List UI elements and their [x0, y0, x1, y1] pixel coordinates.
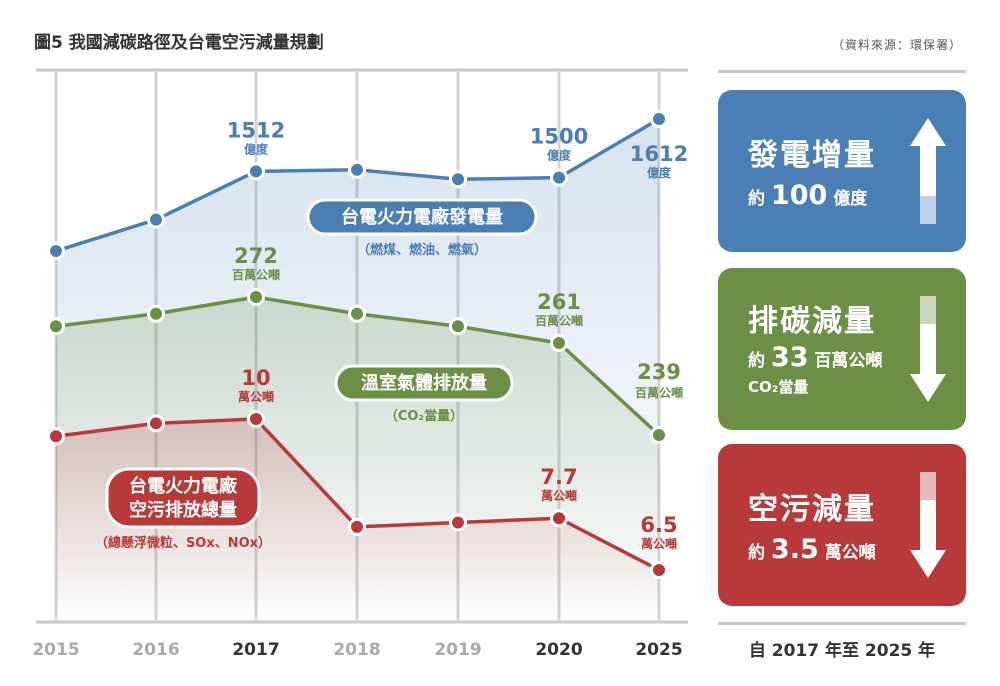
- ghg-unit-label: 百萬公噸: [635, 385, 683, 400]
- power-increase-card: 發電增量 約 100 億度: [718, 90, 966, 252]
- ghg-series-name: 溫室氣體排放量: [361, 372, 487, 394]
- power-value-label: 1512: [227, 118, 285, 142]
- carbon-card-extra: CO₂當量: [748, 378, 809, 396]
- pollution-value-label: 7.7: [540, 465, 577, 489]
- ghg-point: [650, 426, 668, 444]
- right-bottom-rule: [718, 622, 966, 625]
- ghg-point: [147, 304, 165, 323]
- pollution-series-note: （總懸浮微粒、SOx、NOx）: [95, 535, 271, 551]
- pollution-point: [147, 414, 165, 433]
- power-card-amount: 約 100 億度: [748, 180, 867, 211]
- power-series-name: 台電火力電廠發電量: [341, 206, 503, 228]
- period-footer: 自 2017 年至 2025 年: [748, 641, 936, 661]
- carbon-reduction-card: 排碳減量 約 33 百萬公噸 CO₂當量: [718, 268, 966, 430]
- pollution-series-pill: [105, 467, 261, 529]
- x-tick-label: 2018: [333, 640, 380, 660]
- pollution-value-label: 10: [241, 366, 270, 390]
- x-tick-label: 2017: [232, 640, 279, 660]
- power-point: [47, 242, 65, 260]
- power-point: [449, 170, 467, 189]
- chart-title: 圖5 我國減碳路徑及台電空污減量規劃: [34, 33, 324, 53]
- x-tick-label: 2015: [32, 640, 79, 660]
- ghg-value-label: 272: [234, 244, 278, 268]
- ghg-value-label: 239: [637, 360, 681, 384]
- power-point: [147, 210, 165, 229]
- carbon-card-value: 33: [770, 342, 809, 373]
- pollution-point: [449, 513, 467, 532]
- x-tick-label: 2016: [132, 640, 179, 660]
- ghg-point: [47, 317, 65, 336]
- power-point: [650, 110, 668, 128]
- pollution-reduction-card: 空污減量 約 3.5 萬公噸: [718, 444, 966, 606]
- power-point: [550, 168, 568, 187]
- power-unit-label: 億度: [547, 148, 572, 163]
- x-tick-label: 2025: [635, 640, 682, 660]
- carbon-card-heading: 排碳減量: [748, 304, 876, 339]
- pollution-point: [348, 517, 366, 536]
- ghg-point: [449, 317, 467, 336]
- arrow-down-icon: [910, 472, 946, 578]
- pollution-card-heading: 空污減量: [748, 492, 876, 527]
- pollution-card-value: 3.5: [770, 534, 819, 565]
- ghg-value-label: 261: [537, 290, 581, 314]
- carbon-card-unit: 百萬公噸: [814, 351, 883, 371]
- arrow-down-icon: [910, 296, 946, 402]
- pollution-unit-label: 萬公噸: [541, 488, 577, 503]
- ghg-point: [247, 288, 265, 306]
- power-card-heading: 發電增量: [748, 138, 876, 173]
- pollution-card-unit: 萬公噸: [824, 543, 876, 563]
- pollution-unit-label: 萬公噸: [238, 389, 274, 404]
- pollution-point: [47, 427, 65, 446]
- pollution-series-name: 空污排放總量: [129, 499, 237, 521]
- pollution-value-label: 6.5: [640, 513, 677, 537]
- pollution-unit-label: 萬公噸: [641, 536, 677, 551]
- power-point: [348, 160, 366, 179]
- power-value-label: 1500: [530, 125, 588, 149]
- pollution-card-prefix: 約: [748, 543, 765, 563]
- power-unit-label: 億度: [647, 165, 672, 180]
- right-top-rule: [718, 70, 966, 73]
- power-series-pill: [306, 198, 538, 236]
- ghg-point: [550, 334, 568, 352]
- power-card-value: 100: [770, 180, 828, 211]
- power-value-label: 1612: [630, 142, 688, 166]
- pollution-point: [247, 410, 265, 428]
- power-series-note: （燃煤、燃油、燃氣）: [357, 242, 487, 258]
- ghg-series-pill: [334, 364, 514, 402]
- arrow-up-icon: [910, 118, 946, 224]
- pollution-point: [650, 561, 668, 579]
- ghg-point: [348, 304, 366, 323]
- pollution-card-amount: 約 3.5 萬公噸: [748, 534, 876, 565]
- source-note: （資料來源：環保署）: [831, 38, 962, 52]
- x-tick-label: 2020: [535, 640, 582, 660]
- ghg-unit-label: 百萬公噸: [535, 313, 583, 328]
- ghg-unit-label: 百萬公噸: [232, 267, 280, 282]
- ghg-series-note: （CO₂當量）: [385, 408, 463, 424]
- power-card-unit: 億度: [833, 189, 868, 209]
- carbon-card-amount: 約 33 百萬公噸: [748, 342, 882, 373]
- pollution-point: [550, 509, 568, 528]
- power-unit-label: 億度: [244, 141, 269, 156]
- pollution-series-name: 台電火力電廠: [129, 475, 238, 497]
- power-point: [247, 162, 265, 181]
- power-card-prefix: 約: [748, 189, 765, 209]
- x-tick-label: 2019: [434, 640, 481, 660]
- carbon-card-prefix: 約: [748, 351, 765, 371]
